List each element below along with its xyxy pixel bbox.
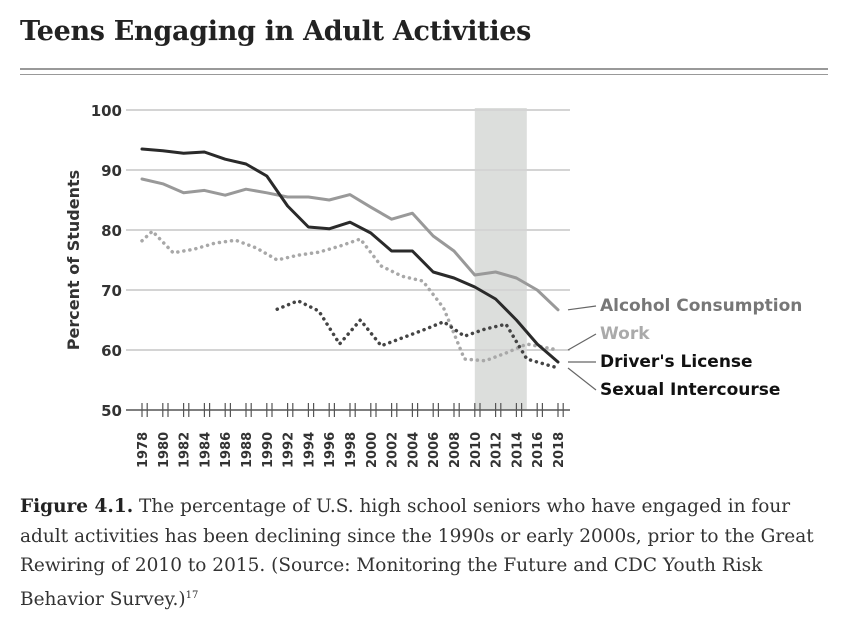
x-tick-label: 1978: [136, 432, 151, 468]
caption-label: Figure 4.1.: [20, 496, 134, 517]
x-tick-label: 1998: [344, 432, 359, 468]
caption-footnote: 17: [185, 589, 199, 601]
page-title: Teens Engaging in Adult Activities: [20, 16, 532, 47]
shaded-period: [474, 108, 527, 410]
y-tick-label: 60: [101, 342, 122, 360]
figure-caption: Figure 4.1. The percentage of U.S. high …: [20, 492, 835, 614]
x-tick-label: 2012: [490, 432, 505, 468]
x-tick-label: 2008: [448, 432, 463, 468]
y-tick-label: 50: [101, 402, 122, 420]
x-tick-label: 1986: [219, 432, 234, 468]
y-tick-label: 70: [101, 282, 122, 300]
title-rule-top: [20, 68, 828, 70]
x-tick-label: 1988: [240, 432, 255, 468]
x-tick-label: 1992: [282, 432, 297, 468]
x-tick-label: 2002: [386, 432, 401, 468]
x-tick-label: 1996: [323, 432, 338, 468]
x-tick-label: 1982: [178, 432, 193, 468]
x-tick-label: 2016: [531, 432, 546, 468]
series-label: Alcohol Consumption: [600, 296, 802, 316]
y-tick-label: 90: [101, 162, 122, 180]
y-tick-label: 100: [91, 102, 122, 120]
x-tick-label: 2000: [365, 432, 380, 468]
caption-text: The percentage of U.S. high school senio…: [20, 496, 814, 610]
title-rule-bottom: [20, 74, 828, 75]
legend-leader-line: [567, 367, 597, 391]
series-label: Driver's License: [600, 352, 753, 372]
series-line-alcohol-consumption: [140, 177, 560, 312]
series-label: Work: [600, 324, 650, 344]
x-tick-label: 2010: [469, 432, 484, 468]
series-line-sexual-intercourse: [275, 299, 560, 370]
y-axis-label: Percent of Students: [64, 170, 83, 350]
legend-leader-line: [567, 333, 597, 351]
x-tick-label: 1984: [198, 432, 213, 468]
x-tick-label: 1990: [261, 432, 276, 468]
legend-leader-line: [567, 305, 597, 311]
line-chart: 50 60 70 80 90 100 1978 1980 1982 1984 1986 1988 199…: [64, 102, 802, 468]
series-line-work: [140, 229, 560, 363]
x-tick-label: 2014: [510, 432, 525, 468]
x-tick-label: 2006: [427, 432, 442, 468]
x-tick-label: 2004: [406, 432, 421, 468]
x-tick-label: 1994: [302, 432, 317, 468]
y-tick-label: 80: [101, 222, 122, 240]
series-line-driver-s-license: [140, 147, 560, 364]
series-label: Sexual Intercourse: [600, 380, 780, 400]
x-tick-label: 2018: [552, 432, 567, 468]
x-tick-label: 1980: [157, 432, 172, 468]
